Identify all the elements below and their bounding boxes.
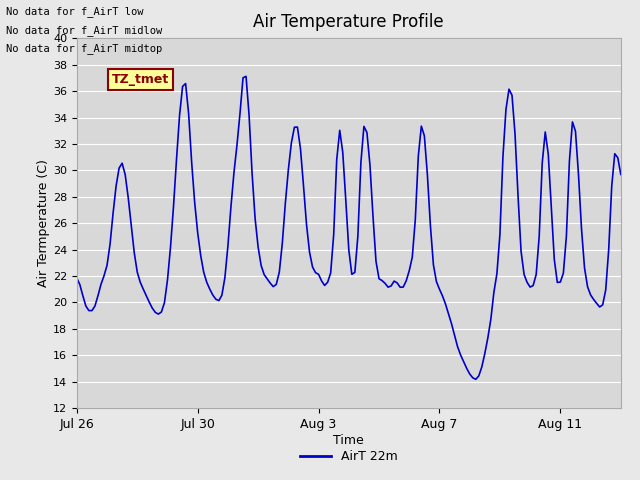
Y-axis label: Air Termperature (C): Air Termperature (C) [37, 159, 50, 287]
Legend: AirT 22m: AirT 22m [295, 445, 403, 468]
Text: No data for f_AirT midtop: No data for f_AirT midtop [6, 43, 163, 54]
Text: No data for f_AirT low: No data for f_AirT low [6, 6, 144, 17]
Text: TZ_tmet: TZ_tmet [112, 73, 170, 86]
X-axis label: Time: Time [333, 433, 364, 446]
Title: Air Temperature Profile: Air Temperature Profile [253, 13, 444, 31]
Text: No data for f_AirT midlow: No data for f_AirT midlow [6, 24, 163, 36]
